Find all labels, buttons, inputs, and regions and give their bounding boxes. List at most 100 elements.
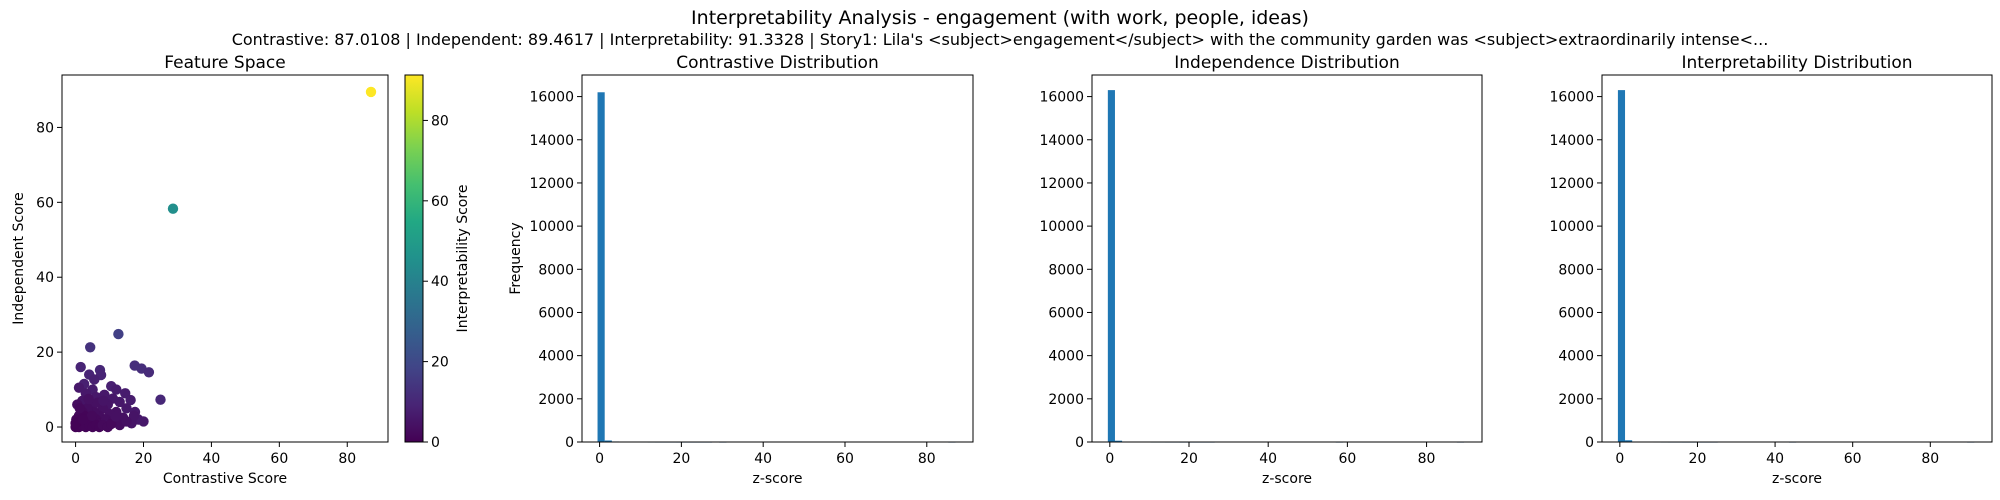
panel-4: Interpretability Distribution 0 20 40 60 80 0 2… — [1549, 53, 1993, 487]
y-tick-label: 12000 — [529, 176, 574, 192]
panel-title: Contrastive Distribution — [676, 53, 878, 73]
y-tick-label: 2000 — [1558, 392, 1594, 408]
y-tick-label: 20 — [36, 345, 54, 361]
scatter-point — [121, 416, 132, 427]
colorbar-frame — [404, 74, 424, 443]
y-tick-label: 14000 — [1039, 133, 1084, 149]
y-tick-label: 8000 — [1048, 262, 1084, 278]
x-tick-label: 80 — [1418, 451, 1436, 467]
colorbar-label: Interpretability Score — [455, 185, 471, 333]
scatter-point — [121, 403, 132, 414]
histogram-bar — [1107, 90, 1115, 443]
scatter-point — [155, 394, 166, 405]
scatter-point — [86, 410, 98, 421]
scatter-point — [114, 396, 125, 408]
scatter-point — [74, 403, 85, 414]
y-tick-label: 16000 — [529, 90, 574, 106]
histogram-bar — [1625, 440, 1633, 442]
colorbar-tick-label: 40 — [431, 274, 449, 290]
x-tick-label: 40 — [203, 451, 221, 467]
scatter-point — [365, 86, 377, 98]
y-tick-label: 10000 — [1549, 219, 1594, 235]
x-tick-label: 80 — [1921, 451, 1939, 467]
x-tick-label: 20 — [672, 451, 690, 467]
y-tick-label: 8000 — [538, 262, 574, 278]
y-tick-label: 6000 — [538, 305, 574, 321]
x-tick-label: 40 — [1766, 451, 1784, 467]
x-axis-label: z-score — [752, 471, 802, 487]
y-tick-label: 60 — [36, 195, 54, 211]
colorbar-tick-label: 0 — [431, 435, 440, 451]
y-tick-label: 4000 — [1558, 349, 1594, 365]
x-tick-label: 20 — [135, 451, 153, 467]
scatter-point — [83, 393, 94, 405]
x-tick-label: 80 — [338, 451, 356, 467]
y-tick-label: 80 — [36, 120, 54, 136]
scatter-point — [110, 411, 121, 422]
y-tick-label: 16000 — [1549, 90, 1594, 106]
scatter-point — [98, 395, 109, 406]
scatter-point — [138, 416, 149, 427]
histogram-bar — [597, 92, 605, 443]
scatter-point — [143, 367, 155, 378]
scatter-point — [128, 410, 140, 421]
figure-subtitle: Contrastive: 87.0108 | Independent: 89.4… — [232, 30, 1769, 49]
x-axis-label: Contrastive Score — [163, 471, 287, 487]
scatter-point — [77, 414, 89, 425]
colorbar-tick-label: 80 — [431, 113, 449, 129]
plots-area: Feature Space 0 20 40 60 80 0 20 40 60 80 Contrasti… — [11, 53, 1993, 487]
panel-1: Feature Space 0 20 40 60 80 0 20 40 60 80 Contrasti… — [11, 53, 471, 487]
y-tick-label: 0 — [45, 420, 54, 436]
scatter-point — [85, 342, 96, 353]
scatter-point — [125, 394, 136, 406]
x-axis-label: z-score — [1262, 471, 1312, 487]
x-tick-label: 0 — [71, 451, 80, 467]
y-tick-label: 10000 — [529, 219, 574, 235]
scatter-point — [167, 203, 179, 214]
y-tick-label: 10000 — [1039, 219, 1084, 235]
x-tick-label: 60 — [1844, 451, 1862, 467]
x-tick-label: 60 — [270, 451, 288, 467]
scatter-point — [113, 328, 124, 340]
y-tick-label: 8000 — [1558, 262, 1594, 278]
colorbar-tick-label: 20 — [431, 355, 449, 371]
panel-3: Independence Distribution 0 20 40 60 80 0 2000 4… — [1039, 53, 1483, 487]
y-tick-label: 4000 — [538, 349, 574, 365]
x-tick-label: 0 — [1615, 451, 1624, 467]
y-tick-label: 2000 — [1048, 392, 1084, 408]
x-tick-label: 20 — [1689, 451, 1707, 467]
scatter-point — [75, 361, 86, 373]
y-tick-label: 12000 — [1549, 176, 1594, 192]
panel-title: Feature Space — [164, 53, 285, 73]
y-tick-label: 0 — [1075, 435, 1084, 451]
y-axis-label: Independent Score — [11, 192, 27, 324]
y-tick-label: 0 — [1585, 435, 1594, 451]
colorbar: 0 20 40 60 80 Interpretability Score — [404, 74, 471, 451]
colorbar-gradient — [405, 75, 423, 442]
y-tick-label: 2000 — [538, 392, 574, 408]
axes-frame — [1091, 74, 1483, 443]
y-tick-label: 6000 — [1048, 305, 1084, 321]
histogram-bar — [1114, 440, 1123, 442]
scatter-point — [106, 418, 117, 430]
scatter-point — [89, 374, 100, 385]
panel-2: Contrastive Distribution 0 20 40 60 80 0 2000 40… — [508, 53, 974, 487]
x-axis-label: z-score — [1772, 471, 1822, 487]
x-tick-label: 20 — [1180, 451, 1198, 467]
y-tick-label: 14000 — [529, 133, 574, 149]
histogram-bar — [604, 440, 612, 442]
panel-title: Independence Distribution — [1174, 53, 1399, 73]
y-tick-label: 16000 — [1039, 90, 1084, 106]
y-tick-label: 0 — [565, 435, 574, 451]
y-axis-label: Frequency — [508, 222, 524, 294]
y-tick-label: 6000 — [1558, 305, 1594, 321]
colorbar-tick-label: 60 — [431, 194, 449, 210]
y-tick-label: 40 — [36, 270, 54, 286]
x-tick-label: 60 — [836, 451, 854, 467]
x-tick-label: 40 — [1259, 451, 1277, 467]
axes-frame — [581, 74, 974, 443]
figure-title: Interpretability Analysis - engagement (… — [691, 7, 1309, 29]
y-tick-label: 4000 — [1048, 349, 1084, 365]
x-tick-label: 60 — [1338, 451, 1356, 467]
